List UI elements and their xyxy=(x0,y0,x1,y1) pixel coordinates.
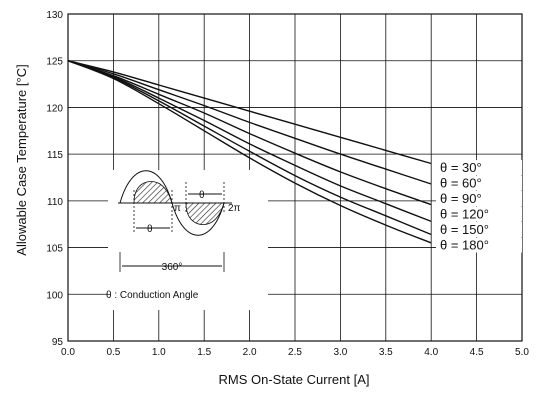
y-tick-label: 120 xyxy=(46,103,63,114)
x-tick-labels: 0.0 0.5 1.0 1.5 2.0 2.5 3.0 3.5 4.0 4.5 5.0 xyxy=(61,347,529,358)
legend-entry-5: θ = 150° xyxy=(440,222,489,237)
x-tick-label: 0.0 xyxy=(61,347,75,358)
legend-entry-4: θ = 120° xyxy=(440,207,489,222)
x-tick-label: 1.0 xyxy=(152,347,166,358)
theta-label-lower: θ xyxy=(147,224,153,235)
positive-conduction-region xyxy=(133,181,173,204)
inset-background xyxy=(108,170,268,310)
series-line-6 xyxy=(67,60,432,244)
two-pi-label: 2π xyxy=(228,203,241,214)
theta-label-upper: θ xyxy=(199,190,205,201)
legend-entry-background xyxy=(436,160,522,175)
x-tick-label: 0.5 xyxy=(106,347,120,358)
legend-entry-background xyxy=(436,175,522,191)
legend: θ = 30°θ = 60°θ = 90°θ = 120°θ = 150°θ =… xyxy=(436,160,522,253)
positive-half-wave xyxy=(119,170,173,204)
series-line-3 xyxy=(67,60,432,206)
series-line-2 xyxy=(67,60,432,185)
negative-conduction-region xyxy=(185,202,225,225)
y-tick-label: 110 xyxy=(47,197,63,208)
x-tick-label: 4.0 xyxy=(424,347,438,358)
series-line-5 xyxy=(67,60,432,236)
legend-entry-2: θ = 60° xyxy=(440,176,482,191)
x-tick-label: 3.0 xyxy=(333,347,347,358)
legend-entry-background xyxy=(436,222,522,237)
period-label: 360° xyxy=(162,262,183,273)
x-tick-label: 2.5 xyxy=(288,347,302,358)
legend-entry-3: θ = 90° xyxy=(440,191,482,206)
y-tick-label: 105 xyxy=(46,244,63,255)
series-group xyxy=(67,60,432,244)
x-tick-label: 4.5 xyxy=(470,347,484,358)
legend-entry-background xyxy=(436,191,522,206)
pi-label: π xyxy=(174,203,181,214)
x-axis-title: RMS On-State Current [A] xyxy=(219,372,370,387)
y-tick-label: 95 xyxy=(52,337,64,348)
x-tick-label: 5.0 xyxy=(515,347,529,358)
x-tick-label: 3.5 xyxy=(379,347,393,358)
x-tick-label: 1.5 xyxy=(197,347,211,358)
legend-entry-background xyxy=(436,237,522,253)
y-axis-title: Allowable Case Temperature [°C] xyxy=(14,64,29,255)
x-tick-label: 2.0 xyxy=(243,347,257,358)
y-tick-label: 115 xyxy=(47,150,63,161)
y-tick-labels: 95 100 105 110 115 120 125 130 xyxy=(46,10,63,348)
series-line-1 xyxy=(67,60,432,165)
y-tick-label: 100 xyxy=(46,290,63,301)
negative-half-wave xyxy=(171,202,225,236)
legend-entry-background xyxy=(436,206,522,222)
legend-entry-1: θ = 30° xyxy=(440,160,482,175)
y-tick-label: 125 xyxy=(46,57,63,68)
conduction-angle-caption: θ : Conduction Angle xyxy=(106,290,199,301)
series-line-4 xyxy=(67,60,432,223)
y-tick-label: 130 xyxy=(46,10,63,21)
conduction-angle-inset: π 2π θ θ 360° θ : Conduction Angle xyxy=(106,170,268,310)
legend-entry-6: θ = 180° xyxy=(440,238,489,253)
